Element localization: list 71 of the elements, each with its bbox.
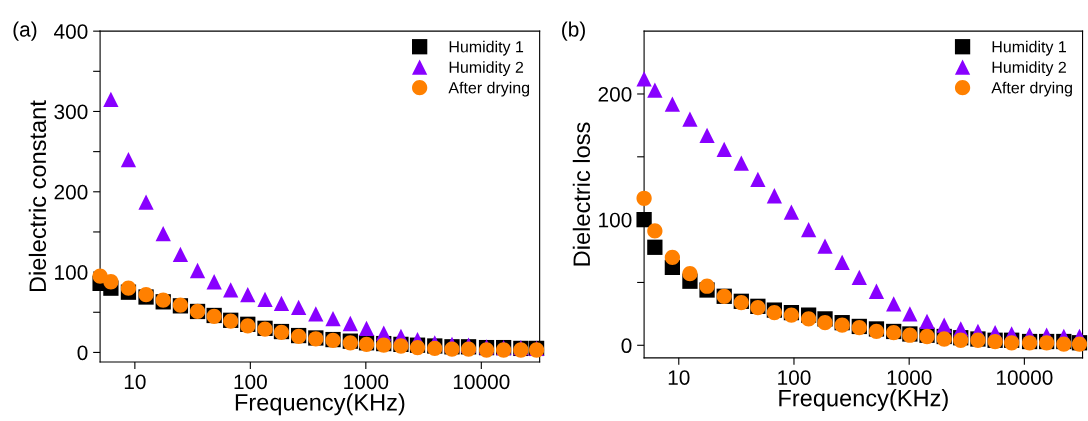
legend-label: Humidity 2 (449, 61, 524, 77)
point (291, 299, 307, 316)
x-tick-label: 100 (778, 370, 811, 385)
text: (b) (562, 21, 585, 41)
point (172, 246, 189, 263)
point (647, 82, 663, 98)
point (120, 152, 137, 168)
y-tick-label: 300 (54, 104, 88, 120)
point (750, 171, 766, 188)
point (342, 315, 358, 332)
x-tick-label: 10000 (996, 370, 1053, 385)
point (936, 317, 952, 333)
point (103, 274, 119, 290)
point (647, 223, 663, 239)
point (834, 254, 850, 270)
point (103, 91, 119, 108)
x-tick-label: 100 (234, 374, 267, 390)
point (851, 269, 867, 286)
x-tick-label: 10 (124, 374, 146, 390)
point (664, 249, 681, 265)
point (699, 127, 715, 144)
point (766, 188, 783, 204)
point (817, 315, 833, 331)
y-tick-label: 100 (599, 212, 632, 228)
x-axis-title: Frequency(KHz) (235, 393, 405, 416)
point (273, 295, 290, 312)
point (240, 286, 256, 303)
text: (a) (13, 21, 37, 41)
point (817, 238, 833, 254)
point (223, 282, 239, 298)
point (902, 306, 918, 322)
y-tick-label: 200 (598, 86, 632, 102)
y-axis-title: Dielectric loss (572, 122, 591, 266)
x-tick-label: 10 (668, 370, 690, 385)
point (155, 225, 171, 242)
point (664, 96, 681, 112)
point (189, 262, 206, 279)
point (783, 204, 800, 220)
legend-label: Humidity 1 (449, 40, 524, 56)
point (138, 194, 154, 210)
point (886, 296, 902, 312)
point (308, 306, 324, 322)
y-tick-label: 100 (55, 265, 88, 280)
legend-label: Humidity 1 (992, 40, 1066, 56)
point (325, 311, 341, 327)
legend-label: After drying (991, 81, 1072, 97)
point (699, 278, 715, 294)
y-tick-label: 0 (77, 345, 88, 361)
point (800, 311, 817, 327)
point (868, 283, 885, 299)
point (716, 141, 732, 157)
x-tick-label: 1000 (887, 370, 932, 385)
legend-label: After drying (448, 81, 530, 97)
y-axis-title: Dielectric constant (28, 100, 47, 292)
y-tick-label: 400 (54, 24, 88, 39)
point (733, 155, 749, 171)
point (682, 266, 698, 282)
point (647, 239, 663, 255)
x-tick-label: 1000 (344, 374, 389, 390)
point (919, 313, 935, 330)
x-tick-label: 10000 (453, 374, 510, 390)
point (682, 111, 698, 127)
y-tick-label: 200 (54, 184, 88, 200)
y-tick-label: 0 (621, 338, 632, 354)
x-axis-title: Frequency(KHz) (779, 389, 948, 412)
legend-label: Humidity 2 (992, 61, 1066, 77)
point (257, 291, 273, 308)
point (800, 222, 817, 238)
point (206, 274, 222, 290)
point (358, 320, 375, 336)
point (120, 280, 137, 296)
